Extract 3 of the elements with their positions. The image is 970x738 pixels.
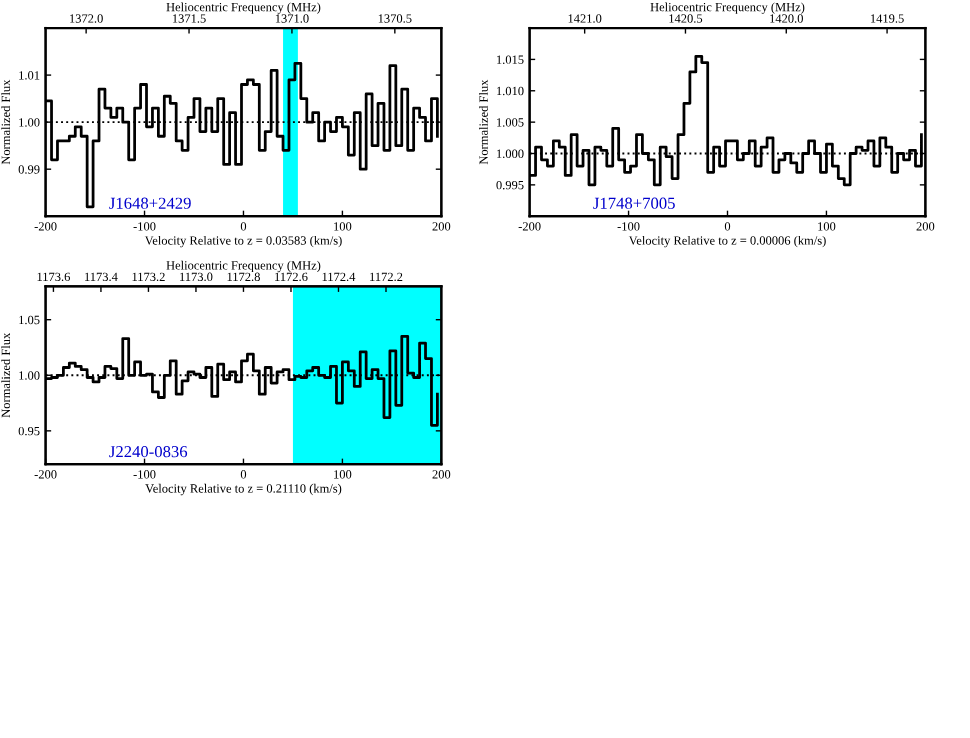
annotation: J2240-0836 [109, 446, 188, 458]
annotation: J1648+2429 [109, 197, 191, 209]
annotation: J1748+7005 [593, 197, 675, 209]
